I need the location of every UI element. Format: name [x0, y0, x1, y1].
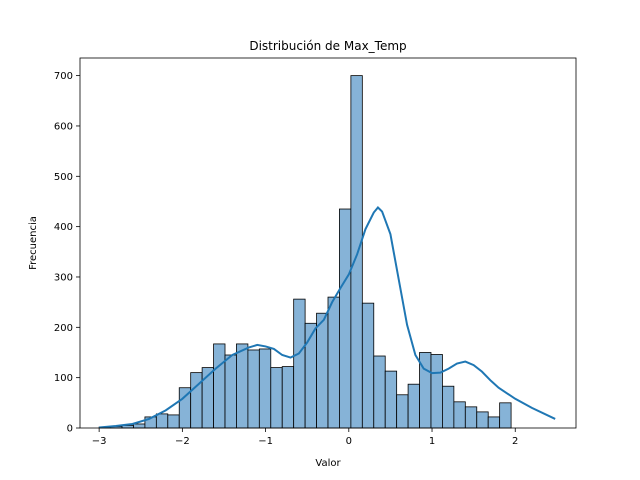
- histogram-bar: [396, 394, 409, 429]
- histogram-bar: [133, 423, 146, 429]
- histogram-bar: [224, 354, 237, 429]
- histogram-bar: [293, 298, 306, 429]
- plot-area-frame: [79, 57, 577, 429]
- x-tick-label: −2: [175, 436, 190, 447]
- histogram-bar: [442, 385, 455, 429]
- histogram-bar: [361, 302, 375, 429]
- histogram-bar: [499, 402, 512, 429]
- x-tick-label: −1: [258, 436, 273, 447]
- histogram-bar: [270, 367, 283, 429]
- histogram-bar: [373, 355, 386, 429]
- histogram-bar: [247, 349, 260, 429]
- x-tick-label: 2: [512, 436, 518, 447]
- histogram-bar: [464, 406, 478, 429]
- chart-title: Distribución de Max_Temp: [249, 39, 406, 53]
- kde-curve: [99, 206, 556, 429]
- histogram-bar: [304, 322, 317, 429]
- histogram-bar: [258, 348, 272, 429]
- y-tick-label: 400: [54, 222, 73, 233]
- histogram-bar: [487, 416, 501, 429]
- y-tick-label: 200: [54, 323, 73, 334]
- y-tick-label: 100: [54, 373, 73, 384]
- y-tick-label: 0: [67, 424, 73, 435]
- x-axis-label: Valor: [315, 458, 341, 469]
- histogram-bar: [430, 354, 443, 429]
- histogram-bar: [155, 413, 169, 429]
- histogram-bar: [316, 312, 329, 429]
- y-tick-label: 700: [54, 71, 73, 82]
- histogram-bar: [476, 411, 489, 429]
- x-axis-ticks: −3 −2 −1 0 1 2: [92, 428, 518, 447]
- histogram-bar: [167, 414, 180, 429]
- y-tick-label: 600: [54, 121, 73, 132]
- y-tick-label: 500: [54, 172, 73, 183]
- histogram-bar: [190, 372, 203, 429]
- histogram-bar: [339, 208, 352, 429]
- y-tick-label: 300: [54, 272, 73, 283]
- histogram-bar: [407, 383, 420, 429]
- x-tick-label: 0: [346, 436, 352, 447]
- y-axis-ticks: 0 100 200 300 400 500 600 700: [54, 71, 80, 435]
- histogram-bar: [327, 296, 340, 429]
- x-tick-label: −3: [92, 436, 107, 447]
- y-axis-label: Frecuencia: [28, 216, 39, 270]
- histogram-bar: [453, 401, 466, 429]
- histogram-bar: [213, 343, 226, 429]
- x-tick-label: 1: [429, 436, 435, 447]
- histogram-bar: [281, 366, 295, 429]
- histogram-bar: [384, 370, 398, 429]
- histogram-bar: [236, 343, 249, 429]
- histogram-bar: [350, 75, 363, 429]
